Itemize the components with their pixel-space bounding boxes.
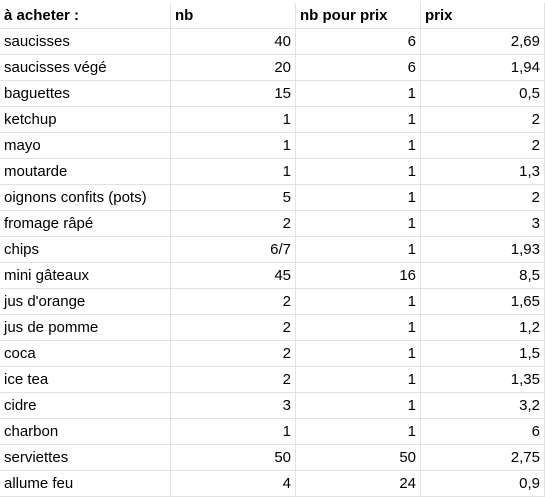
cell-item[interactable]: cidre	[0, 393, 171, 419]
table-row: chips 6/7 1 1,93	[0, 237, 545, 263]
table-row: ketchup 1 1 2	[0, 107, 545, 133]
cell-nb[interactable]: 6/7	[171, 237, 296, 263]
cell-nb-pour-prix[interactable]: 6	[296, 55, 421, 81]
cell-item[interactable]: oignons confits (pots)	[0, 185, 171, 211]
cell-nb-pour-prix[interactable]: 1	[296, 393, 421, 419]
table-row: saucisses végé 20 6 1,94	[0, 55, 545, 81]
cell-prix[interactable]: 1,94	[421, 55, 545, 81]
cell-prix[interactable]: 3	[421, 211, 545, 237]
table-row: serviettes 50 50 2,75	[0, 445, 545, 471]
table-row: jus d'orange 2 1 1,65	[0, 289, 545, 315]
cell-prix[interactable]: 1,93	[421, 237, 545, 263]
cell-nb-pour-prix[interactable]: 1	[296, 107, 421, 133]
cell-nb[interactable]: 5	[171, 185, 296, 211]
cell-nb-pour-prix[interactable]: 1	[296, 419, 421, 445]
cell-prix[interactable]: 2,69	[421, 29, 545, 55]
cell-prix[interactable]: 0,9	[421, 471, 545, 497]
cell-item[interactable]: mayo	[0, 133, 171, 159]
cell-prix[interactable]: 6	[421, 419, 545, 445]
cell-prix[interactable]: 2	[421, 185, 545, 211]
cell-prix[interactable]: 1,35	[421, 367, 545, 393]
header-cell-item[interactable]: à acheter :	[0, 3, 171, 29]
cell-nb[interactable]: 1	[171, 133, 296, 159]
cell-nb[interactable]: 40	[171, 29, 296, 55]
header-row: à acheter : nb nb pour prix prix	[0, 3, 545, 29]
cell-nb[interactable]: 1	[171, 107, 296, 133]
cell-nb[interactable]: 3	[171, 393, 296, 419]
cell-nb-pour-prix[interactable]: 50	[296, 445, 421, 471]
cell-prix[interactable]: 1,5	[421, 341, 545, 367]
cell-nb-pour-prix[interactable]: 1	[296, 367, 421, 393]
table-row: moutarde 1 1 1,3	[0, 159, 545, 185]
header-cell-prix[interactable]: prix	[421, 3, 545, 29]
cell-prix[interactable]: 2	[421, 133, 545, 159]
table-row: saucisses 40 6 2,69	[0, 29, 545, 55]
cell-nb-pour-prix[interactable]: 1	[296, 185, 421, 211]
cell-nb-pour-prix[interactable]: 1	[296, 315, 421, 341]
cell-nb-pour-prix[interactable]: 1	[296, 159, 421, 185]
cell-prix[interactable]: 1,65	[421, 289, 545, 315]
table-row: cidre 3 1 3,2	[0, 393, 545, 419]
cell-item[interactable]: allume feu	[0, 471, 171, 497]
table-row: coca 2 1 1,5	[0, 341, 545, 367]
cell-nb-pour-prix[interactable]: 1	[296, 81, 421, 107]
cell-prix[interactable]: 0,5	[421, 81, 545, 107]
cell-prix[interactable]: 1,2	[421, 315, 545, 341]
cell-item[interactable]: ice tea	[0, 367, 171, 393]
cell-nb[interactable]: 2	[171, 315, 296, 341]
cell-nb[interactable]: 4	[171, 471, 296, 497]
table-row: ice tea 2 1 1,35	[0, 367, 545, 393]
cell-item[interactable]: fromage râpé	[0, 211, 171, 237]
table-row: mayo 1 1 2	[0, 133, 545, 159]
cell-nb[interactable]: 2	[171, 341, 296, 367]
cell-nb-pour-prix[interactable]: 1	[296, 133, 421, 159]
cell-nb[interactable]: 45	[171, 263, 296, 289]
table-row: fromage râpé 2 1 3	[0, 211, 545, 237]
cell-item[interactable]: jus de pomme	[0, 315, 171, 341]
cell-item[interactable]: coca	[0, 341, 171, 367]
cell-nb-pour-prix[interactable]: 24	[296, 471, 421, 497]
table-row: mini gâteaux 45 16 8,5	[0, 263, 545, 289]
cell-nb-pour-prix[interactable]: 1	[296, 289, 421, 315]
table-row: charbon 1 1 6	[0, 419, 545, 445]
cell-nb-pour-prix[interactable]: 6	[296, 29, 421, 55]
cell-nb[interactable]: 2	[171, 289, 296, 315]
table-row: jus de pomme 2 1 1,2	[0, 315, 545, 341]
cell-item[interactable]: saucisses	[0, 29, 171, 55]
header-cell-nb-pour-prix[interactable]: nb pour prix	[296, 3, 421, 29]
cell-item[interactable]: jus d'orange	[0, 289, 171, 315]
cell-prix[interactable]: 3,2	[421, 393, 545, 419]
cell-nb[interactable]: 50	[171, 445, 296, 471]
cell-prix[interactable]: 1,3	[421, 159, 545, 185]
cell-nb[interactable]: 1	[171, 159, 296, 185]
cell-prix[interactable]: 2	[421, 107, 545, 133]
table-row: allume feu 4 24 0,9	[0, 471, 545, 497]
cell-nb[interactable]: 2	[171, 367, 296, 393]
cell-item[interactable]: baguettes	[0, 81, 171, 107]
cell-item[interactable]: charbon	[0, 419, 171, 445]
cell-item[interactable]: chips	[0, 237, 171, 263]
cell-nb[interactable]: 1	[171, 419, 296, 445]
cell-prix[interactable]: 8,5	[421, 263, 545, 289]
cell-nb[interactable]: 2	[171, 211, 296, 237]
cell-item[interactable]: mini gâteaux	[0, 263, 171, 289]
cell-item[interactable]: saucisses végé	[0, 55, 171, 81]
cell-nb-pour-prix[interactable]: 1	[296, 237, 421, 263]
cell-prix[interactable]: 2,75	[421, 445, 545, 471]
table-row: oignons confits (pots) 5 1 2	[0, 185, 545, 211]
cell-nb-pour-prix[interactable]: 16	[296, 263, 421, 289]
header-cell-nb[interactable]: nb	[171, 3, 296, 29]
cell-nb-pour-prix[interactable]: 1	[296, 341, 421, 367]
cell-nb[interactable]: 15	[171, 81, 296, 107]
cell-item[interactable]: moutarde	[0, 159, 171, 185]
cell-nb[interactable]: 20	[171, 55, 296, 81]
cell-nb-pour-prix[interactable]: 1	[296, 211, 421, 237]
cell-item[interactable]: serviettes	[0, 445, 171, 471]
table-row: baguettes 15 1 0,5	[0, 81, 545, 107]
cell-item[interactable]: ketchup	[0, 107, 171, 133]
